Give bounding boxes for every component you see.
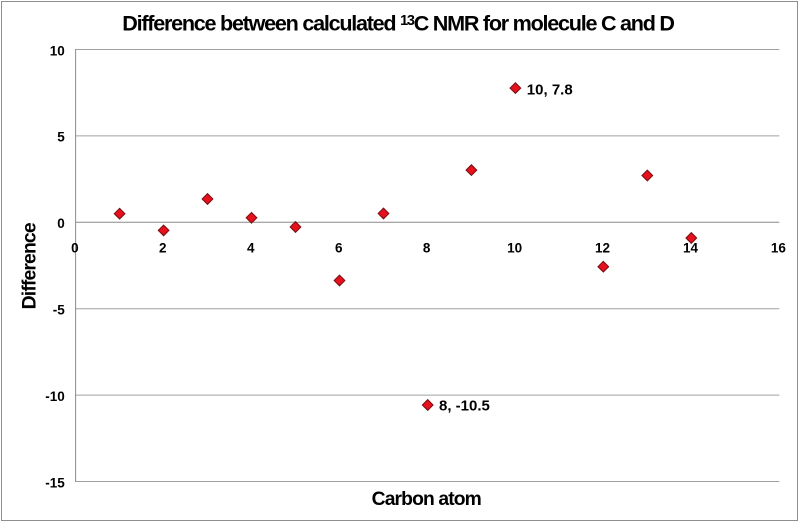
svg-text:-10: -10	[45, 389, 65, 404]
svg-text:8: 8	[423, 241, 431, 256]
svg-text:6: 6	[335, 241, 343, 256]
svg-text:2: 2	[159, 241, 167, 256]
svg-text:0: 0	[57, 216, 65, 231]
svg-text:10, 7.8: 10, 7.8	[527, 81, 573, 98]
svg-text:Difference: Difference	[18, 222, 40, 309]
svg-text:12: 12	[595, 241, 610, 256]
svg-text:5: 5	[57, 130, 65, 145]
svg-text:8, -10.5: 8, -10.5	[439, 398, 490, 415]
svg-text:10: 10	[507, 241, 522, 256]
svg-text:10: 10	[50, 43, 65, 58]
svg-text:-5: -5	[53, 303, 65, 318]
svg-text:-15: -15	[45, 475, 65, 490]
svg-text:Difference between calculated: Difference between calculated 13C NMR fo…	[122, 11, 674, 36]
svg-text:4: 4	[247, 241, 255, 256]
svg-text:0: 0	[71, 241, 79, 256]
svg-text:14: 14	[683, 241, 699, 256]
svg-text:16: 16	[771, 241, 787, 256]
svg-text:Carbon atom: Carbon atom	[372, 489, 481, 510]
